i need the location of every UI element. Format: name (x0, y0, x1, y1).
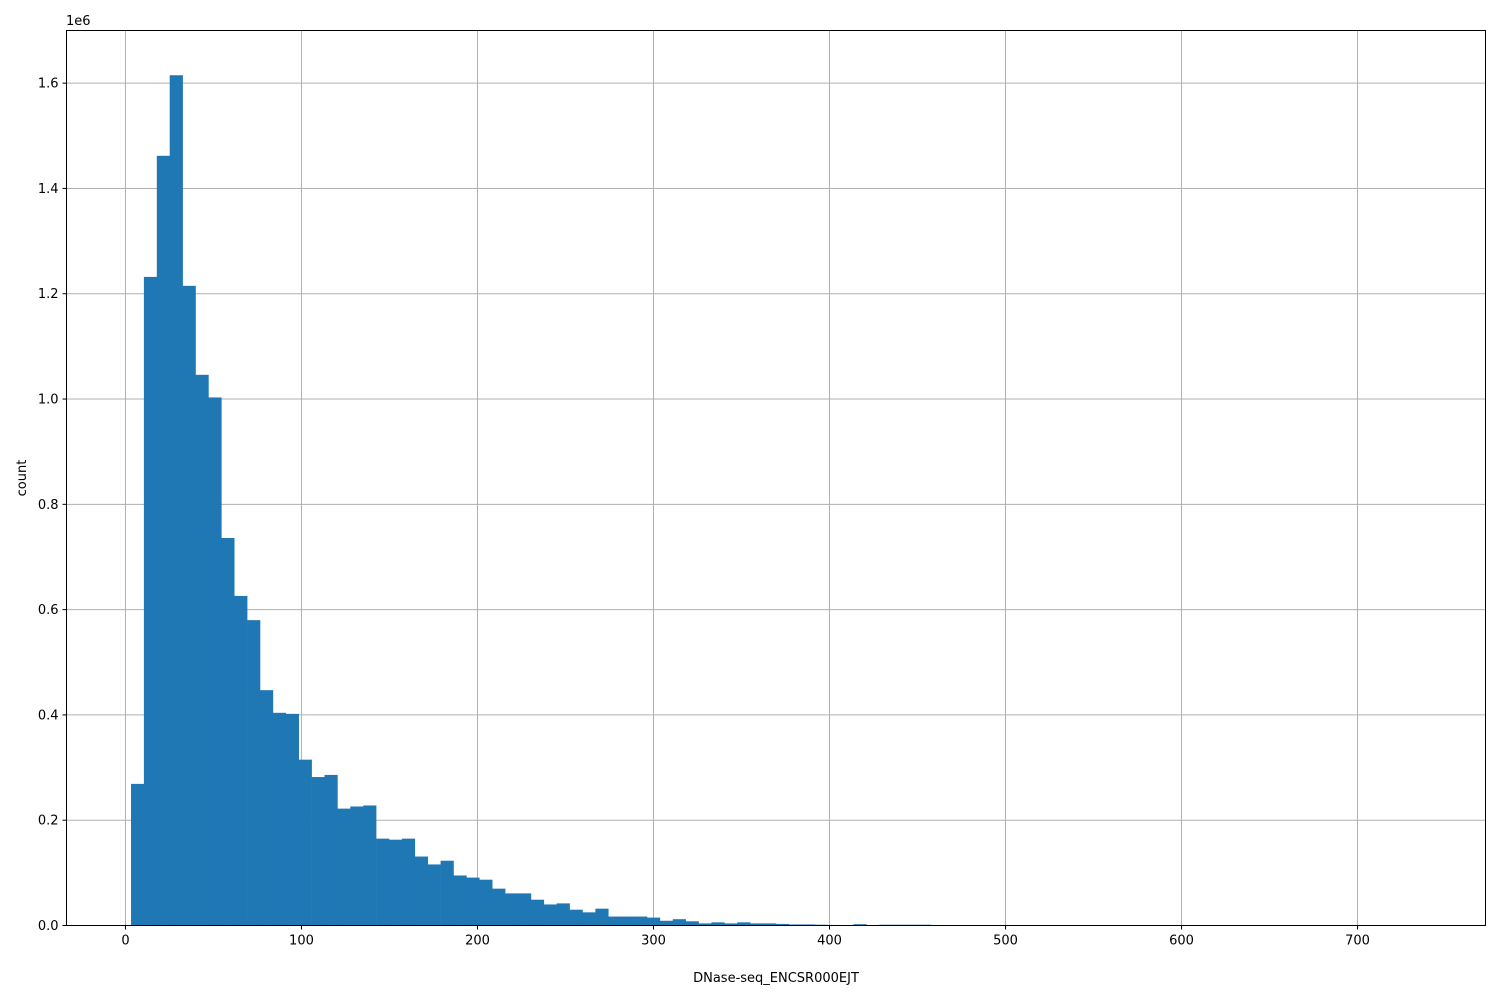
y-tick-label: 0.2 (38, 814, 59, 829)
histogram-bar (427, 864, 441, 926)
x-tick-label: 300 (641, 934, 666, 949)
y-tick-label: 1.6 (38, 77, 59, 92)
histogram-bar (247, 620, 261, 926)
histogram-bar (466, 877, 480, 926)
x-tick-label: 600 (1169, 934, 1194, 949)
histogram-bar (659, 920, 674, 926)
histogram-bar (788, 924, 803, 926)
grid (66, 30, 1486, 926)
axes-frame (66, 30, 1486, 926)
histogram-bar (582, 912, 596, 926)
histogram-bar (401, 838, 416, 926)
histogram-bar (698, 923, 712, 926)
y-tick-label: 0.4 (38, 708, 59, 723)
y-tick-label: 0.0 (38, 919, 59, 934)
histogram-bar (685, 921, 699, 926)
histogram-bar (737, 922, 751, 926)
histogram-bar (234, 595, 248, 926)
histogram-bar (337, 808, 351, 926)
histogram-bar (492, 888, 506, 926)
histogram-bar (156, 155, 171, 926)
x-tick-label: 500 (993, 934, 1018, 949)
y-axis-label: count (15, 460, 30, 497)
histogram-bar (543, 904, 557, 926)
histogram-bar (672, 919, 686, 926)
y-offset-label: 1e6 (66, 14, 91, 29)
histogram-bar (414, 856, 428, 926)
histogram-bar (285, 713, 299, 926)
histogram-bar (324, 774, 338, 926)
histogram-bar (453, 875, 467, 926)
histogram-bar (259, 690, 274, 926)
histogram-bar (272, 712, 287, 926)
x-axis-label: DNase-seq_ENCSR000EJT (693, 971, 859, 986)
histogram-bar (775, 923, 790, 926)
histogram-bar (388, 839, 403, 926)
histogram-bar (479, 879, 493, 926)
histogram-bar (182, 285, 196, 926)
bars (131, 75, 932, 926)
histogram-bar (621, 916, 635, 926)
y-tick-label: 1.4 (38, 182, 59, 197)
histogram-bar (131, 783, 145, 926)
histogram-bar (169, 75, 183, 926)
y-tick-label: 0.6 (38, 603, 59, 618)
histogram-bar (724, 923, 738, 926)
y-tick-label: 1.2 (38, 287, 59, 302)
histogram-bar (750, 923, 764, 926)
histogram-bar (440, 860, 454, 926)
x-tick-label: 100 (289, 934, 314, 949)
histogram-bar (363, 805, 377, 926)
histogram-bar (556, 903, 570, 926)
histogram-bar (208, 397, 222, 926)
x-tick-label: 700 (1345, 934, 1370, 949)
histogram-bar (530, 899, 545, 926)
histogram-bar (646, 917, 661, 926)
histogram-bar (608, 916, 622, 926)
x-tick-label: 0 (121, 934, 129, 949)
histogram-bar (221, 538, 235, 926)
histogram-bar (350, 806, 364, 926)
histogram-bar (801, 924, 815, 926)
y-tick-label: 0.8 (38, 498, 59, 513)
histogram-bar (143, 276, 158, 926)
histogram-bar (763, 923, 777, 926)
histogram-bar (634, 916, 648, 926)
histogram-bar (195, 374, 209, 926)
ticks: 0 100 200 300 400 500 600 700 0.0 0.2 0.4 0.6 0.8 1.0… (38, 77, 1370, 949)
y-tick-label: 1.0 (38, 393, 59, 408)
histogram-bar (298, 759, 312, 926)
histogram-bar (517, 893, 532, 926)
histogram-bar (569, 909, 583, 926)
histogram-bar (311, 777, 325, 926)
histogram-bar (853, 924, 867, 926)
histogram-bar (595, 908, 609, 926)
x-tick-label: 400 (817, 934, 842, 949)
histogram-bar (711, 922, 725, 926)
histogram-bar (376, 838, 390, 926)
x-tick-label: 200 (465, 934, 490, 949)
histogram-bar (505, 893, 519, 926)
